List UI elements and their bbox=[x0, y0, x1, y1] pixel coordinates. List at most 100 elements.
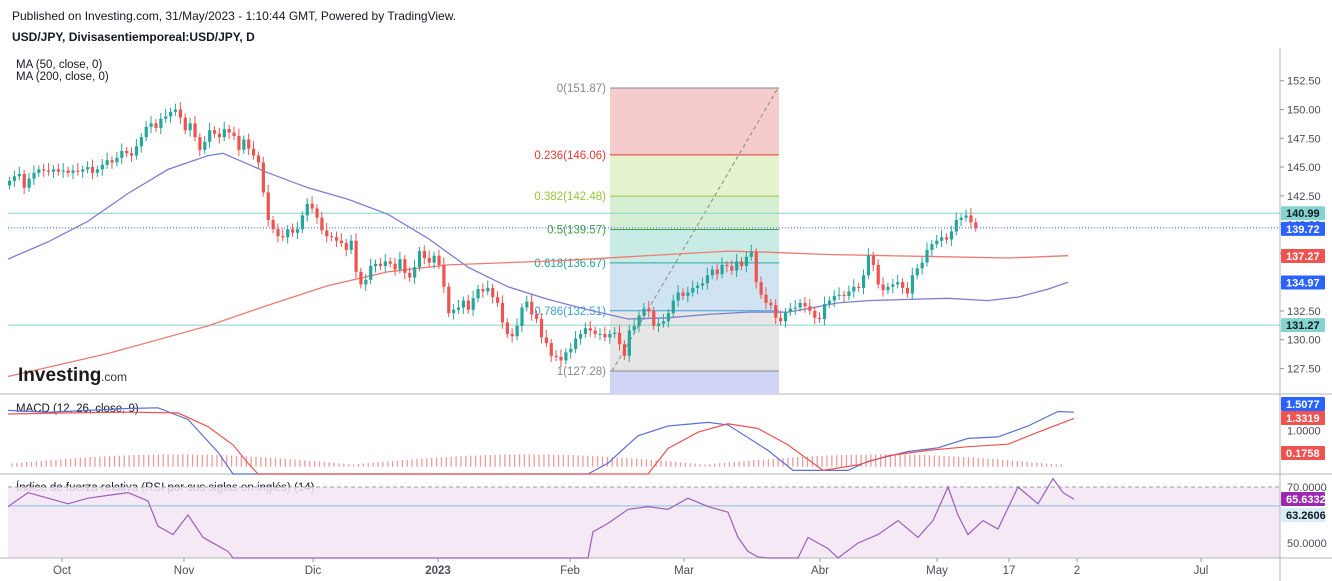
candle-body bbox=[422, 251, 426, 258]
rsi-y-tick-label: 50.0000 bbox=[1287, 538, 1327, 550]
candle-body bbox=[510, 333, 514, 337]
candle-body bbox=[476, 289, 480, 299]
candle-body bbox=[27, 178, 31, 188]
candle-body bbox=[105, 160, 109, 165]
candle-body bbox=[169, 111, 173, 117]
fib-level-label: 0.236(146.06) bbox=[534, 150, 606, 162]
candle-body bbox=[217, 133, 222, 138]
candle-body bbox=[803, 302, 807, 307]
candle-body bbox=[862, 275, 866, 288]
price-tag: 139.72 bbox=[1286, 224, 1320, 236]
x-tick-label: Mar bbox=[674, 565, 694, 577]
candle-body bbox=[593, 330, 597, 334]
candle-body bbox=[642, 308, 646, 316]
candle-body bbox=[222, 129, 226, 138]
candle-body bbox=[959, 217, 963, 221]
candle-body bbox=[769, 302, 773, 306]
macd-line bbox=[7, 407, 1075, 475]
candle-body bbox=[461, 300, 466, 308]
candle-body bbox=[388, 261, 392, 264]
x-tick-label: 2 bbox=[1074, 565, 1080, 577]
candle-body bbox=[47, 170, 51, 172]
candle-body bbox=[227, 129, 231, 133]
candle-body bbox=[383, 261, 387, 267]
candle-body bbox=[364, 279, 368, 285]
x-tick-label: Dic bbox=[305, 565, 322, 577]
ma200-line bbox=[7, 250, 1069, 378]
candle-body bbox=[925, 249, 929, 263]
candle-body bbox=[852, 286, 856, 292]
candle-body bbox=[378, 263, 383, 267]
candle-body bbox=[740, 261, 744, 267]
candle-body bbox=[164, 116, 168, 119]
candle-body bbox=[827, 300, 832, 305]
candle-body bbox=[144, 126, 148, 138]
candle-body bbox=[637, 315, 641, 326]
price-tag-bg bbox=[1281, 249, 1325, 264]
candle-body bbox=[281, 236, 285, 238]
candle-body bbox=[203, 141, 207, 150]
candle-body bbox=[149, 123, 153, 127]
candle-body bbox=[481, 289, 485, 292]
candle-body bbox=[564, 352, 568, 361]
candle-body bbox=[237, 135, 241, 150]
candle-body bbox=[871, 255, 875, 265]
candle-body bbox=[315, 208, 319, 218]
candle-body bbox=[354, 240, 358, 272]
candle-body bbox=[447, 286, 451, 314]
rsi-value-tag-bg bbox=[1281, 508, 1325, 522]
candle-body bbox=[286, 229, 290, 238]
candle-body bbox=[120, 150, 124, 158]
candle-body bbox=[198, 137, 202, 150]
x-tick-label: May bbox=[926, 565, 948, 577]
candle-body bbox=[66, 170, 70, 173]
candle-body bbox=[764, 294, 768, 303]
candle-body bbox=[954, 220, 958, 232]
candle-body bbox=[139, 137, 143, 147]
candle-body bbox=[413, 267, 417, 278]
candle-body bbox=[115, 157, 119, 163]
candle-body bbox=[613, 332, 617, 334]
candle-body bbox=[491, 287, 495, 298]
candle-body bbox=[603, 333, 607, 338]
macd-value-tag: 0.1758 bbox=[1286, 448, 1320, 460]
fib-zone bbox=[610, 154, 779, 197]
candle-body bbox=[896, 282, 900, 285]
price-tag-bg bbox=[1281, 275, 1325, 290]
candle-body bbox=[749, 252, 753, 257]
candle-body bbox=[130, 153, 134, 156]
candle-body bbox=[12, 176, 17, 181]
candle-body bbox=[193, 123, 197, 138]
candle-body bbox=[212, 130, 217, 134]
candle-body bbox=[403, 259, 407, 273]
candle-body bbox=[417, 251, 422, 268]
rsi-band bbox=[8, 487, 1280, 558]
candle-body bbox=[681, 292, 685, 296]
candle-body bbox=[666, 313, 670, 322]
candle-body bbox=[691, 287, 695, 293]
candle-body bbox=[51, 169, 56, 172]
candle-body bbox=[471, 298, 475, 310]
fib-level-label: 0(151.87) bbox=[557, 83, 606, 95]
investing-logo: Investing .com bbox=[18, 365, 127, 386]
candle-body bbox=[735, 261, 739, 271]
candle-body bbox=[232, 132, 236, 136]
candle-body bbox=[808, 306, 812, 311]
macd-value-tag: 1.3319 bbox=[1286, 413, 1320, 425]
rsi-value-tag-bg bbox=[1281, 492, 1325, 506]
candle-body bbox=[349, 240, 353, 250]
candle-body bbox=[369, 266, 373, 280]
candle-body bbox=[432, 255, 436, 263]
candle-body bbox=[427, 257, 431, 263]
candle-body bbox=[744, 256, 749, 267]
ma200-legend: MA (200, close, 0) bbox=[16, 71, 109, 83]
candle-body bbox=[8, 180, 12, 186]
fib-level-label: 0.786(132.51) bbox=[534, 306, 606, 318]
candle-body bbox=[935, 240, 939, 245]
logo-suffix: .com bbox=[101, 370, 127, 384]
x-tick-label: Jul bbox=[1194, 565, 1209, 577]
candle-body bbox=[339, 240, 344, 244]
candle-body bbox=[359, 271, 363, 285]
candle-body bbox=[554, 355, 558, 357]
